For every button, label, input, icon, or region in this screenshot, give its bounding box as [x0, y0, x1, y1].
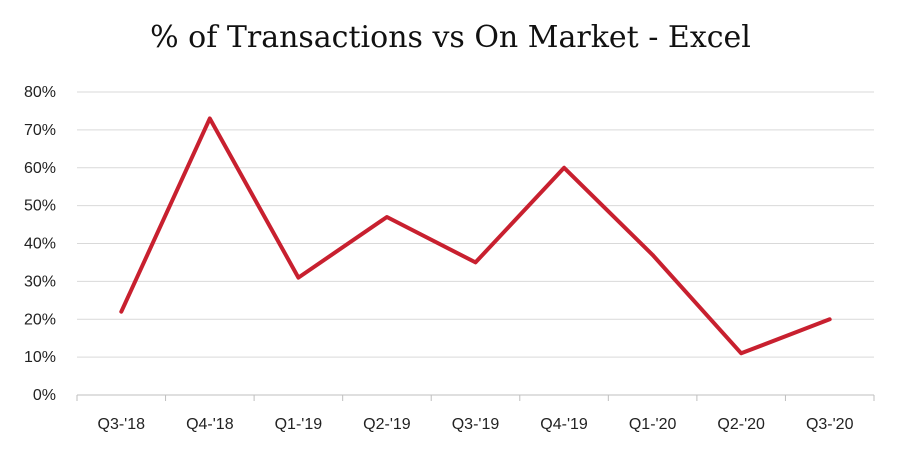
x-tick-label: Q3-'20 [806, 416, 854, 433]
y-tick-label: 40% [24, 236, 56, 253]
x-tick-label: Q4-'19 [540, 416, 588, 433]
gridlines [77, 91, 874, 358]
y-tick-label: 20% [24, 311, 56, 328]
y-tick-label: 50% [24, 198, 56, 215]
y-tick-label: 0% [33, 387, 56, 404]
x-axis: Q3-'18 Q4-'18 Q1-'19 Q2-'19 Q3-'19 Q4-'19 Q1-'… [76, 394, 875, 433]
x-tick-label: Q2-'19 [363, 416, 411, 433]
x-tick-label: Q3-'19 [452, 416, 500, 433]
x-tick-label: Q2-'20 [717, 416, 765, 433]
y-tick-label: 80% [24, 84, 56, 101]
x-tick-label: Q4-'18 [186, 416, 234, 433]
y-axis-ticks: 0% 10% 20% 30% 40% 50% 60% 70% 80% [24, 84, 56, 404]
series-line [119, 116, 832, 356]
chart-title: % of Transactions vs On Market - Excel [150, 20, 751, 55]
y-tick-label: 60% [24, 160, 56, 177]
x-tick-label: Q1-'19 [275, 416, 323, 433]
y-tick-label: 70% [24, 122, 56, 139]
series-layer [119, 116, 832, 356]
y-tick-label: 30% [24, 273, 56, 290]
x-tick-label: Q3-'18 [98, 416, 146, 433]
x-tick-label: Q1-'20 [629, 416, 677, 433]
y-tick-label: 10% [24, 349, 56, 366]
